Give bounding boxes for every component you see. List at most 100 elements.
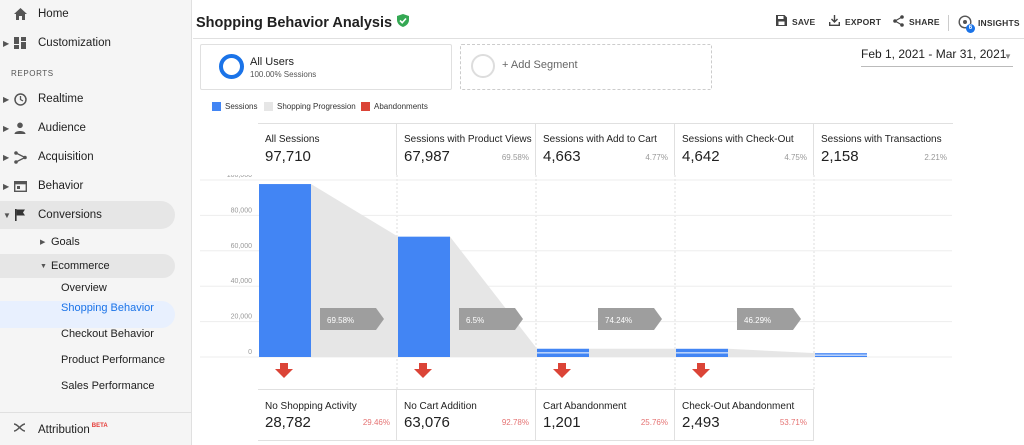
export-button[interactable]: EXPORT xyxy=(829,15,881,28)
legend-label: Shopping Progression xyxy=(277,102,356,111)
stage-header[interactable]: Sessions with Add to Cart 4,663 4.77% xyxy=(536,123,675,175)
sidebar-item-checkout-behavior[interactable]: Checkout Behavior xyxy=(61,328,154,340)
dashboard-icon xyxy=(13,36,27,50)
share-button[interactable]: SHARE xyxy=(893,15,940,29)
sidebar-item-label: Acquisition xyxy=(38,151,94,163)
legend-abandonments: Abandonments xyxy=(361,102,428,111)
add-segment-label: + Add Segment xyxy=(502,59,578,71)
stage-value: 4,663 xyxy=(543,148,581,165)
stage-percent: 4.75% xyxy=(784,153,807,162)
export-icon xyxy=(829,15,840,28)
sidebar-item-customization[interactable]: ▶ Customization xyxy=(0,29,175,57)
verified-shield-icon xyxy=(397,14,410,31)
person-icon xyxy=(13,121,27,135)
sidebar-item-goals[interactable]: ▶ Goals xyxy=(0,230,175,254)
stage-value: 2,158 xyxy=(821,148,859,165)
progression-area xyxy=(450,236,537,357)
sidebar: Home ▶ Customization REPORTS ▶ Realtime … xyxy=(0,0,192,445)
sidebar-item-label: Goals xyxy=(51,236,80,248)
stage-label: Sessions with Add to Cart xyxy=(543,134,657,145)
legend-swatch xyxy=(264,102,273,111)
sidebar-item-conversions[interactable]: ▼ Conversions xyxy=(0,201,175,229)
chevron-down-icon: ▼ xyxy=(3,210,11,220)
stage-header[interactable]: Sessions with Transactions 2,158 2.21% xyxy=(814,123,953,175)
progression-area xyxy=(589,348,676,357)
abandonment-value: 1,201 xyxy=(543,414,581,431)
sidebar-item-sales-performance[interactable]: Sales Performance xyxy=(61,380,155,392)
stage-header[interactable]: Sessions with Product Views 67,987 69.58… xyxy=(397,123,536,175)
funnel-chart: 100,000 80,000 60,000 40,000 20,000 0 69.58% 6.… xyxy=(200,175,952,389)
abandonment-cell[interactable]: No Shopping Activity 28,782 29.46% xyxy=(258,389,397,441)
abandonment-cell[interactable]: Cart Abandonment 1,201 25.76% xyxy=(536,389,675,441)
y-tick-label: 60,000 xyxy=(231,243,253,250)
stage-label: Sessions with Product Views xyxy=(404,134,532,145)
insights-button[interactable]: 6 INSIGHTS xyxy=(958,15,1020,33)
abandonment-cell[interactable]: Check-Out Abandonment 2,493 53.71% xyxy=(675,389,814,441)
legend-progression: Shopping Progression xyxy=(264,102,356,111)
beta-badge: BETA xyxy=(91,422,108,429)
abandonment-label: Check-Out Abandonment xyxy=(682,401,795,412)
abandonment-label: Cart Abandonment xyxy=(543,401,627,412)
chevron-right-icon: ▶ xyxy=(3,123,10,133)
save-icon xyxy=(776,15,787,28)
abandonment-arrow-icon xyxy=(414,363,432,378)
abandonment-label: No Shopping Activity xyxy=(265,401,357,412)
sidebar-item-behavior[interactable]: ▶ Behavior xyxy=(0,172,175,200)
chevron-right-icon: ▶ xyxy=(3,38,10,48)
abandonment-arrow-icon xyxy=(553,363,571,378)
attribution-icon xyxy=(13,421,26,437)
y-tick-label: 0 xyxy=(248,349,252,356)
sidebar-item-label: Conversions xyxy=(38,209,102,221)
segment-name: All Users xyxy=(250,56,295,68)
progression-arrow xyxy=(598,308,662,330)
abandonment-cell[interactable]: No Cart Addition 63,076 92.78% xyxy=(397,389,536,441)
progression-arrow xyxy=(459,308,523,330)
sidebar-item-audience[interactable]: ▶ Audience xyxy=(0,114,175,142)
stage-label: Sessions with Transactions xyxy=(821,134,942,145)
insights-label: INSIGHTS xyxy=(978,17,1020,28)
sidebar-item-label: Behavior xyxy=(38,180,84,192)
save-button[interactable]: SAVE xyxy=(776,15,815,28)
sidebar-item-shopping-behavior[interactable]: Shopping Behavior xyxy=(61,302,154,314)
y-tick-label: 20,000 xyxy=(231,314,253,321)
abandonment-label: No Cart Addition xyxy=(404,401,477,412)
chevron-down-icon: ▼ xyxy=(40,262,47,270)
sidebar-item-product-performance[interactable]: Product Performance xyxy=(61,354,165,366)
sidebar-item-home[interactable]: Home xyxy=(0,0,175,28)
stage-header[interactable]: All Sessions 97,710 xyxy=(258,123,397,175)
progression-percent-label: 46.29% xyxy=(744,316,771,325)
clock-icon xyxy=(13,92,27,106)
reports-section-label: REPORTS xyxy=(11,69,54,78)
behavior-icon xyxy=(13,179,27,193)
sidebar-item-label: Ecommerce xyxy=(51,260,110,272)
sidebar-item-ecommerce[interactable]: ▼ Ecommerce xyxy=(0,254,175,278)
stage-header[interactable]: Sessions with Check-Out 4,642 4.75% xyxy=(675,123,814,175)
chevron-right-icon: ▶ xyxy=(3,94,10,104)
sidebar-item-overview[interactable]: Overview xyxy=(61,282,107,294)
date-range-picker[interactable]: Feb 1, 2021 - Mar 31, 2021 xyxy=(861,47,1013,67)
sidebar-item-label: Audience xyxy=(38,122,86,134)
share-icon xyxy=(893,15,904,29)
y-tick-label: 40,000 xyxy=(231,278,253,285)
sidebar-item-realtime[interactable]: ▶ Realtime xyxy=(0,85,175,113)
chevron-down-icon[interactable]: ▼ xyxy=(1004,52,1012,61)
session-bar xyxy=(398,236,450,357)
stage-label: Sessions with Check-Out xyxy=(682,134,794,145)
stage-percent: 69.58% xyxy=(501,153,529,162)
stage-percent: 2.21% xyxy=(924,153,947,162)
stage-value: 4,642 xyxy=(682,148,720,165)
legend-sessions: Sessions xyxy=(212,102,257,111)
progression-arrow xyxy=(737,308,801,330)
sidebar-item-attribution[interactable]: Attribution BETA xyxy=(0,412,191,445)
progression-percent-label: 6.5% xyxy=(466,316,484,325)
y-tick-label: 80,000 xyxy=(231,207,253,214)
progression-area xyxy=(728,348,815,357)
empty-segment-icon xyxy=(471,54,495,78)
add-segment-button[interactable] xyxy=(460,44,712,90)
abandonment-value: 63,076 xyxy=(404,414,450,431)
legend-label: Sessions xyxy=(225,102,258,111)
abandonment-percent: 53.71% xyxy=(779,418,807,427)
insights-icon: 6 xyxy=(958,15,975,33)
sidebar-item-acquisition[interactable]: ▶ Acquisition xyxy=(0,143,175,171)
abandonment-percent: 25.76% xyxy=(640,418,668,427)
